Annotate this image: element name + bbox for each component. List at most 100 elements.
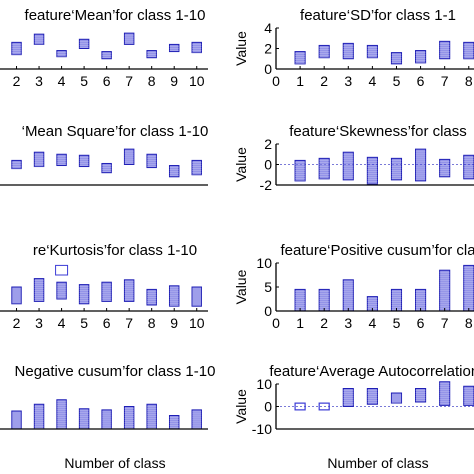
chart-panel: feature‘SD’for class 1-10 1 2 3 4 5 6 7 8024Valu…: [233, 7, 474, 89]
x-tick-label: 1: [296, 73, 304, 89]
x-tick-label: 8: [465, 73, 473, 89]
x-tick-label: 8: [148, 73, 156, 89]
box-mark: [33, 33, 45, 45]
y-tick-label: -2: [260, 177, 273, 193]
box-mark: [146, 50, 157, 59]
box-mark: [463, 264, 474, 312]
chart-title: re‘Kurtosis’for class 1-10: [33, 242, 197, 259]
y-axis-label: Value: [233, 389, 249, 424]
x-tick-label: 0: [272, 73, 280, 89]
box-mark: [168, 43, 180, 53]
box-mark: [101, 162, 112, 174]
box-mark: [366, 156, 378, 185]
y-tick-label: 0: [264, 303, 272, 319]
x-tick-label: 8: [465, 315, 473, 331]
chart-title: Negative cusum’for class 1-10: [15, 363, 216, 380]
box-mark: [123, 148, 135, 165]
chart-title: ‘Mean Square’for class 1-10: [22, 123, 209, 140]
outlier-mark: [55, 264, 69, 276]
box-mark: [342, 151, 354, 181]
y-tick-label: 2: [264, 136, 272, 152]
y-tick-label: -10: [252, 421, 272, 437]
x-tick-label: 8: [148, 315, 156, 331]
x-tick-label: 2: [320, 315, 328, 331]
box-mark: [366, 388, 378, 405]
box-mark: [439, 40, 451, 60]
y-tick-label: 0: [264, 157, 272, 173]
box-mark: [318, 157, 330, 180]
box-mark: [101, 281, 112, 302]
x-tick-label: 4: [368, 73, 376, 89]
x-tick-label: 3: [35, 73, 43, 89]
box-mark: [342, 388, 354, 407]
x-tick-label: 5: [80, 73, 88, 89]
x-tick-label: 10: [189, 315, 205, 331]
box-mark: [390, 157, 403, 181]
y-axis-label: Value: [233, 147, 249, 182]
box-mark: [78, 284, 90, 305]
box-mark: [415, 50, 427, 64]
box-mark: [11, 159, 22, 170]
box-mark: [78, 154, 90, 168]
box-mark: [123, 406, 135, 430]
box-mark: [168, 165, 180, 178]
x-tick-label: 9: [170, 315, 178, 331]
box-mark: [342, 42, 354, 60]
y-tick-label: 0: [264, 399, 272, 415]
x-tick-label: 5: [393, 73, 401, 89]
y-tick-label: 10: [256, 255, 272, 271]
x-tick-label: 2: [320, 73, 328, 89]
x-tick-label: 5: [393, 315, 401, 331]
x-tick-label: 1: [296, 315, 304, 331]
chart-panel: Negative cusum’for class 1-10 Number of c…: [0, 363, 215, 471]
box-mark: [294, 159, 306, 182]
box-mark: [56, 281, 67, 300]
x-tick-label: 9: [170, 73, 178, 89]
x-tick-label: 7: [125, 315, 133, 331]
box-mark: [168, 285, 180, 307]
x-tick-label: 3: [344, 315, 352, 331]
box-mark: [390, 392, 403, 404]
box-mark: [101, 51, 112, 60]
box-mark: [390, 288, 403, 312]
box-mark: [56, 399, 67, 430]
box-mark: [318, 288, 330, 312]
box-mark: [294, 402, 306, 411]
x-tick-label: 5: [80, 315, 88, 331]
x-tick-label: 7: [441, 315, 449, 331]
box-mark: [33, 151, 45, 168]
y-axis-label: Value: [233, 31, 249, 66]
chart-panel: feature‘Average Autocorrelation’f -10 0 10 V…: [233, 363, 474, 471]
chart-title: feature‘Positive cusum’for cla: [280, 242, 474, 259]
chart-title: feature‘Mean’for class 1-10: [25, 7, 206, 24]
box-mark: [191, 41, 202, 54]
box-mark: [294, 51, 306, 65]
x-tick-label: 7: [441, 73, 449, 89]
x-tick-label: 4: [58, 315, 66, 331]
x-tick-label: 2: [13, 315, 21, 331]
box-mark: [439, 158, 451, 178]
x-tick-label: 6: [103, 315, 111, 331]
x-tick-label: 3: [344, 73, 352, 89]
box-mark: [191, 286, 202, 307]
x-tick-label: 7: [125, 73, 133, 89]
chart-panel: feature‘Skewness’for class -2 0 2 Value: [233, 123, 474, 193]
box-mark: [11, 286, 22, 305]
chart-panel: feature‘Mean’for class 1-10 2 3 4 5 6 7 8 9 10: [0, 7, 208, 89]
x-tick-label: 3: [35, 315, 43, 331]
box-mark: [439, 381, 451, 406]
chart-panel: re‘Kurtosis’for class 1-10 2 3 4 5 6 7 8 9 10: [0, 242, 208, 331]
chart-title: feature‘Skewness’for class: [289, 123, 467, 140]
x-tick-label: 2: [13, 73, 21, 89]
y-tick-label: 0: [264, 61, 272, 77]
box-mark: [11, 41, 22, 56]
x-axis-label: Number of class: [327, 455, 428, 471]
box-mark: [33, 278, 45, 302]
box-mark: [123, 279, 135, 302]
box-mark: [318, 402, 330, 411]
box-mark: [78, 38, 90, 50]
x-tick-label: 6: [103, 73, 111, 89]
box-mark: [342, 279, 354, 312]
